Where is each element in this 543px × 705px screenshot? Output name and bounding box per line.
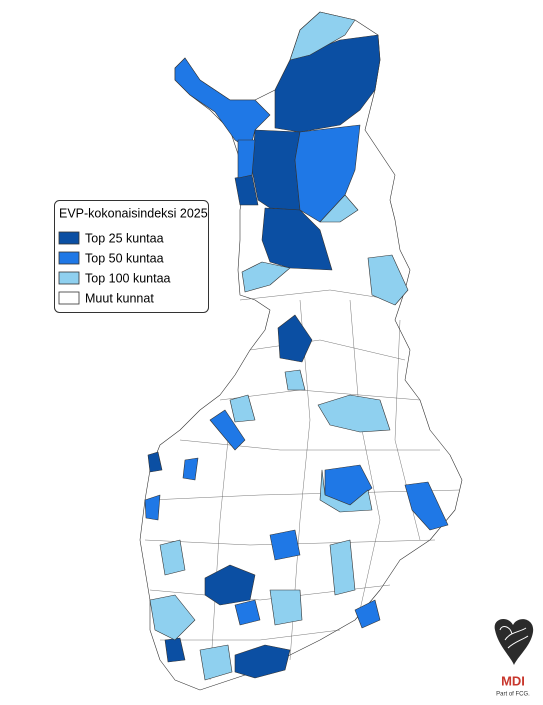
region-top25: [261, 207, 333, 271]
legend-items: Top 25 kuntaa Top 50 kuntaa Top 100 kuntaa…: [58, 231, 171, 305]
region-top100: [159, 539, 186, 576]
region-top100: [241, 261, 291, 293]
region-top100: [367, 254, 409, 306]
logo-mark: [494, 618, 534, 665]
region-top100: [229, 394, 256, 423]
legend: EVP-kokonaisindeksi 2025 Top 25 kuntaaTo…: [54, 200, 209, 313]
region-top50: [237, 139, 256, 179]
legend-title: EVP-kokonaisindeksi 2025: [59, 206, 208, 220]
legend-swatch: [58, 231, 80, 245]
region-top50: [354, 599, 381, 629]
region-top25: [147, 451, 163, 473]
region-top100: [199, 644, 233, 681]
region-top50: [234, 599, 261, 626]
region-top100: [149, 594, 196, 641]
region-top50: [182, 457, 199, 481]
region-top100: [319, 194, 359, 223]
logo-lines: [499, 626, 529, 649]
region-top100: [284, 369, 306, 391]
region-top50: [174, 57, 271, 151]
legend-label: Top 50 kuntaa: [85, 251, 164, 265]
region-top50: [404, 481, 449, 531]
legend-label: Muut kunnat: [85, 291, 154, 305]
region-top25: [251, 129, 301, 211]
logo-name: MDI: [501, 673, 525, 688]
legend-label: Top 25 kuntaa: [85, 231, 164, 245]
legend-box: [54, 200, 209, 313]
region-top25: [234, 644, 291, 679]
region-top100: [269, 589, 303, 626]
region-top100: [317, 394, 391, 433]
region-top50: [209, 409, 246, 451]
logo-tagline: Part of FCG.: [496, 692, 530, 698]
legend-label: Top 100 kuntaa: [85, 271, 171, 285]
region-top25: [277, 314, 313, 363]
region-top100: [319, 469, 373, 513]
legend-swatch: [58, 291, 80, 305]
region-top50: [269, 529, 301, 561]
region-top25: [204, 564, 256, 606]
legend-swatch: [58, 251, 80, 265]
region-top50: [144, 494, 161, 521]
logo: MDI Part of FCG.: [494, 618, 534, 698]
region-top100: [289, 11, 356, 61]
legend-swatch: [58, 271, 80, 285]
region-top100: [329, 539, 356, 596]
